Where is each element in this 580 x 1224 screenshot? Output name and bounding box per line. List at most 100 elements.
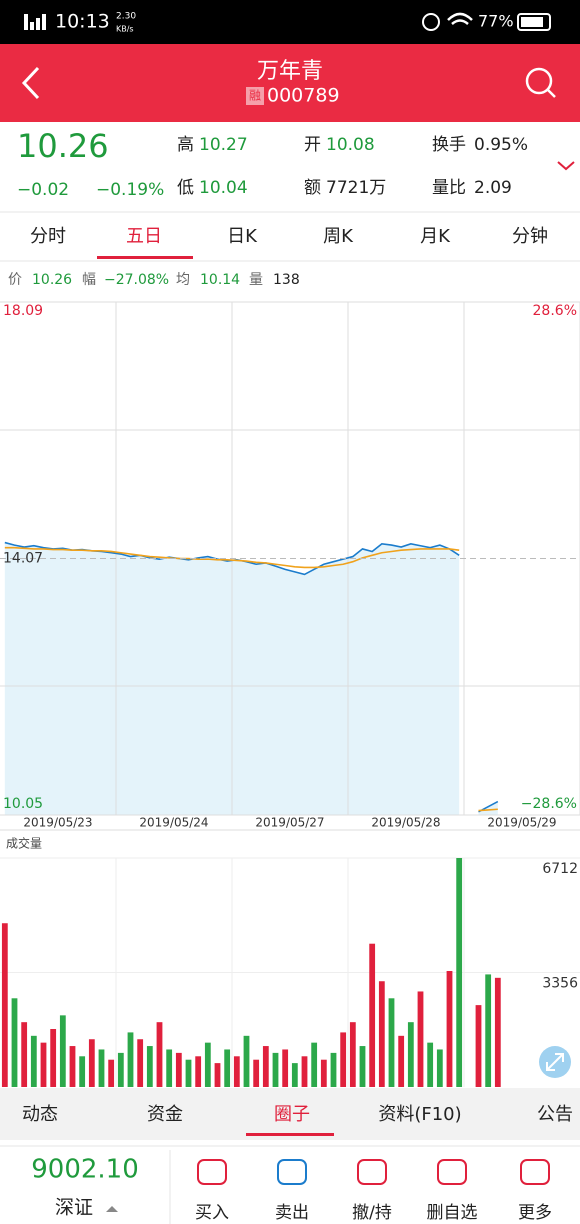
volume-bar (369, 943, 376, 1087)
volume-bar (195, 1056, 202, 1087)
value: 0.95% (474, 135, 528, 155)
volume-bar (224, 1049, 231, 1087)
label: 开 (304, 135, 321, 155)
y-tick-label: 14.07 (3, 551, 43, 567)
volume-bar (117, 1052, 124, 1087)
tab[interactable]: 月K (420, 226, 451, 247)
label: 量 (249, 272, 263, 288)
volume-bar (243, 1035, 250, 1087)
action-icon (520, 1159, 550, 1185)
x-tick-label: 2019/05/23 (23, 816, 92, 830)
volume-bar (108, 1059, 115, 1087)
tab[interactable]: 日K (227, 226, 258, 247)
average-line (4, 546, 498, 812)
volume-bar (127, 1032, 134, 1087)
index-toggle[interactable] (106, 1206, 118, 1212)
action-icon (357, 1159, 387, 1185)
zoom-icon (546, 1053, 564, 1071)
volume-bar (349, 1022, 356, 1087)
bottom-tab[interactable]: 资料(F10) (378, 1104, 461, 1125)
volume-bar (320, 1059, 327, 1087)
action-label[interactable]: 撤/持 (352, 1203, 392, 1223)
bottom-tab[interactable]: 圈子 (274, 1104, 310, 1125)
volume-bar (69, 1046, 76, 1087)
x-tick-label: 2019/05/24 (139, 816, 208, 830)
volume-bar (330, 1052, 337, 1087)
value: 10.04 (199, 178, 248, 198)
volume-bar (494, 977, 501, 1087)
stock-name: 万年青 (257, 59, 323, 84)
badge-bg (246, 87, 264, 105)
volume-bar (282, 1049, 289, 1087)
tab[interactable]: 五日 (126, 226, 162, 247)
action-label[interactable]: 卖出 (275, 1203, 309, 1223)
value: 10.08 (326, 135, 375, 155)
bottom-tab[interactable]: 资金 (147, 1104, 183, 1125)
bottom-tabs: 动态 资金 圈子 资料(F10) 公告 (22, 1104, 573, 1125)
index-value: 9002.10 (31, 1155, 139, 1185)
y2-tick-label: 28.6% (533, 303, 577, 319)
bottom-tab[interactable]: 公告 (537, 1104, 573, 1125)
volume-bar (59, 1015, 66, 1087)
label: 量比 (432, 178, 466, 198)
volume-bar (407, 1022, 414, 1087)
header (0, 44, 580, 122)
y-tick-label: 3356 (542, 976, 578, 992)
volume-bar (262, 1046, 269, 1087)
bottom-tab-bar (0, 1088, 580, 1140)
signal-icon (42, 14, 46, 30)
signal-icon (24, 14, 28, 30)
tab[interactable]: 分钟 (512, 226, 548, 247)
battery-icon (517, 13, 551, 31)
volume-bar (88, 1039, 95, 1087)
net-speed: 2.30 (116, 12, 136, 22)
volume-bar (301, 1056, 308, 1087)
volume-bar (146, 1046, 153, 1087)
back-button[interactable] (21, 66, 40, 100)
x-tick-label: 2019/05/29 (487, 816, 556, 830)
action-label[interactable]: 删自选 (427, 1203, 478, 1223)
action-icon (277, 1159, 307, 1185)
volume-bar (436, 1049, 443, 1087)
volume-bar (156, 1022, 163, 1087)
y-tick-label: 10.05 (3, 796, 43, 812)
volume-bar (50, 1028, 57, 1087)
tab[interactable]: 周K (323, 226, 354, 247)
tab-indicator (246, 1133, 334, 1136)
value: −27.08% (104, 272, 169, 288)
volume-bar (166, 1049, 173, 1087)
volume-bar (185, 1059, 192, 1087)
action-bar: 买入 卖出 撤/持 删自选 更多 (195, 1159, 552, 1223)
action-label[interactable]: 更多 (518, 1203, 552, 1223)
volume-bar (11, 998, 18, 1087)
price-change: −0.02 (17, 180, 69, 200)
label: 额 (304, 178, 321, 198)
tab-bar: 分时 五日 日K 周K 月K 分钟 (30, 226, 548, 247)
value: 10.26 (32, 272, 72, 288)
margin-badge: 融 (249, 89, 261, 103)
tab[interactable]: 分时 (30, 226, 66, 247)
charts: 2019/05/23 2019/05/24 2019/05/27 2019/05/28… (0, 301, 580, 1087)
y2-tick-label: −28.6% (521, 796, 577, 812)
value: 10.27 (199, 135, 248, 155)
search-button[interactable] (525, 67, 553, 95)
volume-bar (1, 923, 8, 1087)
volume-bar (378, 981, 385, 1087)
label: 换手 (432, 135, 466, 155)
volume-bar (340, 1032, 347, 1087)
volume-bar (137, 1039, 144, 1087)
signal-icon (30, 22, 34, 30)
label: 高 (177, 135, 194, 155)
bottom-tab[interactable]: 动态 (22, 1104, 58, 1125)
volume-bar (253, 1059, 260, 1087)
expand-button[interactable] (557, 161, 575, 171)
y-tick-label: 6712 (542, 861, 578, 877)
volume-bar (485, 974, 492, 1087)
volume-bar (204, 1042, 211, 1087)
action-label[interactable]: 买入 (195, 1203, 229, 1223)
volume-bar (21, 1022, 28, 1087)
status-bar (0, 0, 580, 44)
value: 2.09 (474, 178, 512, 198)
signal-icon (36, 18, 40, 30)
